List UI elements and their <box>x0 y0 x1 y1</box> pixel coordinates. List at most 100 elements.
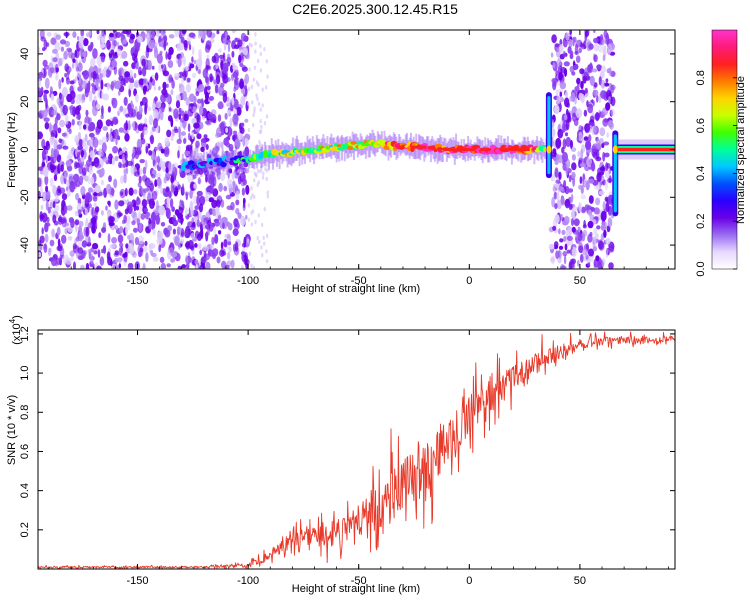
noise-speckle <box>131 220 136 226</box>
noise-speckle <box>133 189 138 195</box>
noise-speckle <box>160 222 166 227</box>
noise-speckle <box>200 256 207 264</box>
noise-speckle <box>40 36 46 42</box>
noise-speckle <box>181 75 184 85</box>
spike-inner <box>547 96 551 175</box>
noise-speckle <box>136 35 143 43</box>
noise-speckle <box>554 203 558 210</box>
noise-speckle <box>64 114 69 125</box>
noise-speckle <box>38 166 44 171</box>
noise-speckle <box>55 67 59 73</box>
noise-speckle <box>198 30 205 37</box>
noise-speckle <box>592 246 598 252</box>
noise-speckle <box>243 85 248 90</box>
noise-speckle <box>105 68 111 78</box>
noise-speckle <box>90 41 94 49</box>
spectrogram-y-axis: -40 -20 0 20 40 <box>19 48 675 253</box>
noise-speckle <box>107 200 111 206</box>
noise-speckle <box>51 228 55 238</box>
noise-speckle <box>593 43 600 52</box>
noise-speckle <box>605 247 609 259</box>
noise-speckle <box>153 109 159 119</box>
ridge-halo <box>436 137 439 164</box>
snr-panel: -150 -100 -50 0 50 0.2 0.4 0.6 0.8 1.0 1.2 Height… <box>6 315 676 595</box>
noise-speckle <box>190 224 196 231</box>
noise-speckle <box>205 65 211 70</box>
noise-speckle <box>87 124 93 132</box>
noise-speckle <box>553 104 560 115</box>
noise-speckle <box>185 66 189 71</box>
noise-speckle <box>607 247 614 253</box>
noise-speckle <box>245 214 248 220</box>
noise-speckle <box>172 214 177 225</box>
noise-speckle <box>101 30 104 35</box>
noise-speckle <box>185 167 191 174</box>
noise-speckle <box>552 225 557 231</box>
noise-speckle <box>112 118 119 125</box>
noise-speckle <box>100 167 105 177</box>
ridge-blob <box>180 166 186 171</box>
noise-speckle <box>75 58 78 69</box>
noise-speckle <box>38 177 42 187</box>
noise-speckle <box>561 146 565 154</box>
noise-speckle <box>163 176 167 184</box>
noise-speckle <box>131 210 136 218</box>
noise-speckle <box>107 233 111 243</box>
noise-speckle <box>111 237 118 244</box>
noise-speckle <box>155 30 160 38</box>
noise-speckle <box>60 46 65 52</box>
noise-speckle <box>189 63 195 69</box>
noise-speckle <box>137 124 144 132</box>
colorbar-label: Normalized spectral amplitude <box>735 76 747 224</box>
spectrogram-y-tick-label: -20 <box>19 189 31 205</box>
noise-speckle <box>174 73 181 77</box>
spectrogram-x-tick-label: -150 <box>127 275 149 287</box>
noise-speckle <box>258 239 261 244</box>
noise-speckle <box>559 238 564 243</box>
noise-speckle <box>149 134 155 145</box>
colorbar-tick-label: 0.2 <box>695 214 707 229</box>
noise-speckle <box>85 32 92 38</box>
noise-speckle <box>183 120 186 130</box>
noise-speckle <box>587 103 594 114</box>
noise-speckle <box>78 120 82 131</box>
noise-speckle <box>565 136 572 148</box>
noise-speckle <box>191 131 194 140</box>
noise-speckle <box>105 119 112 127</box>
spike-inner <box>613 134 617 213</box>
noise-speckle <box>99 256 105 266</box>
noise-speckle <box>168 34 175 39</box>
snr-y-axis: 0.2 0.4 0.6 0.8 1.0 1.2 <box>19 326 675 537</box>
noise-speckle <box>204 232 208 238</box>
noise-speckle <box>584 87 588 94</box>
noise-speckle <box>195 264 199 269</box>
noise-speckle <box>85 262 90 269</box>
noise-speckle <box>217 214 222 221</box>
noise-speckle <box>234 241 239 252</box>
noise-speckle <box>110 128 113 134</box>
noise-speckle <box>50 93 55 101</box>
noise-speckle <box>185 97 191 106</box>
noise-speckle <box>53 148 59 158</box>
noise-speckle <box>235 170 240 178</box>
noise-speckle <box>224 112 228 120</box>
noise-speckle <box>138 175 142 184</box>
noise-speckle <box>595 197 601 206</box>
noise-speckle <box>91 84 96 95</box>
noise-speckle <box>94 184 101 194</box>
noise-speckle <box>41 227 44 235</box>
noise-speckle <box>252 77 256 82</box>
noise-speckle <box>555 89 559 97</box>
noise-speckle <box>208 222 214 232</box>
noise-speckle <box>557 88 564 94</box>
spectrogram-x-tick-label: 50 <box>574 275 586 287</box>
noise-speckle <box>230 65 234 73</box>
noise-speckle <box>256 235 259 241</box>
noise-speckle <box>118 69 122 80</box>
noise-speckle <box>207 249 214 257</box>
noise-speckle <box>593 37 599 44</box>
noise-speckle <box>181 200 184 207</box>
noise-speckle <box>226 96 230 105</box>
noise-speckle <box>571 146 576 152</box>
noise-speckle <box>197 121 204 130</box>
